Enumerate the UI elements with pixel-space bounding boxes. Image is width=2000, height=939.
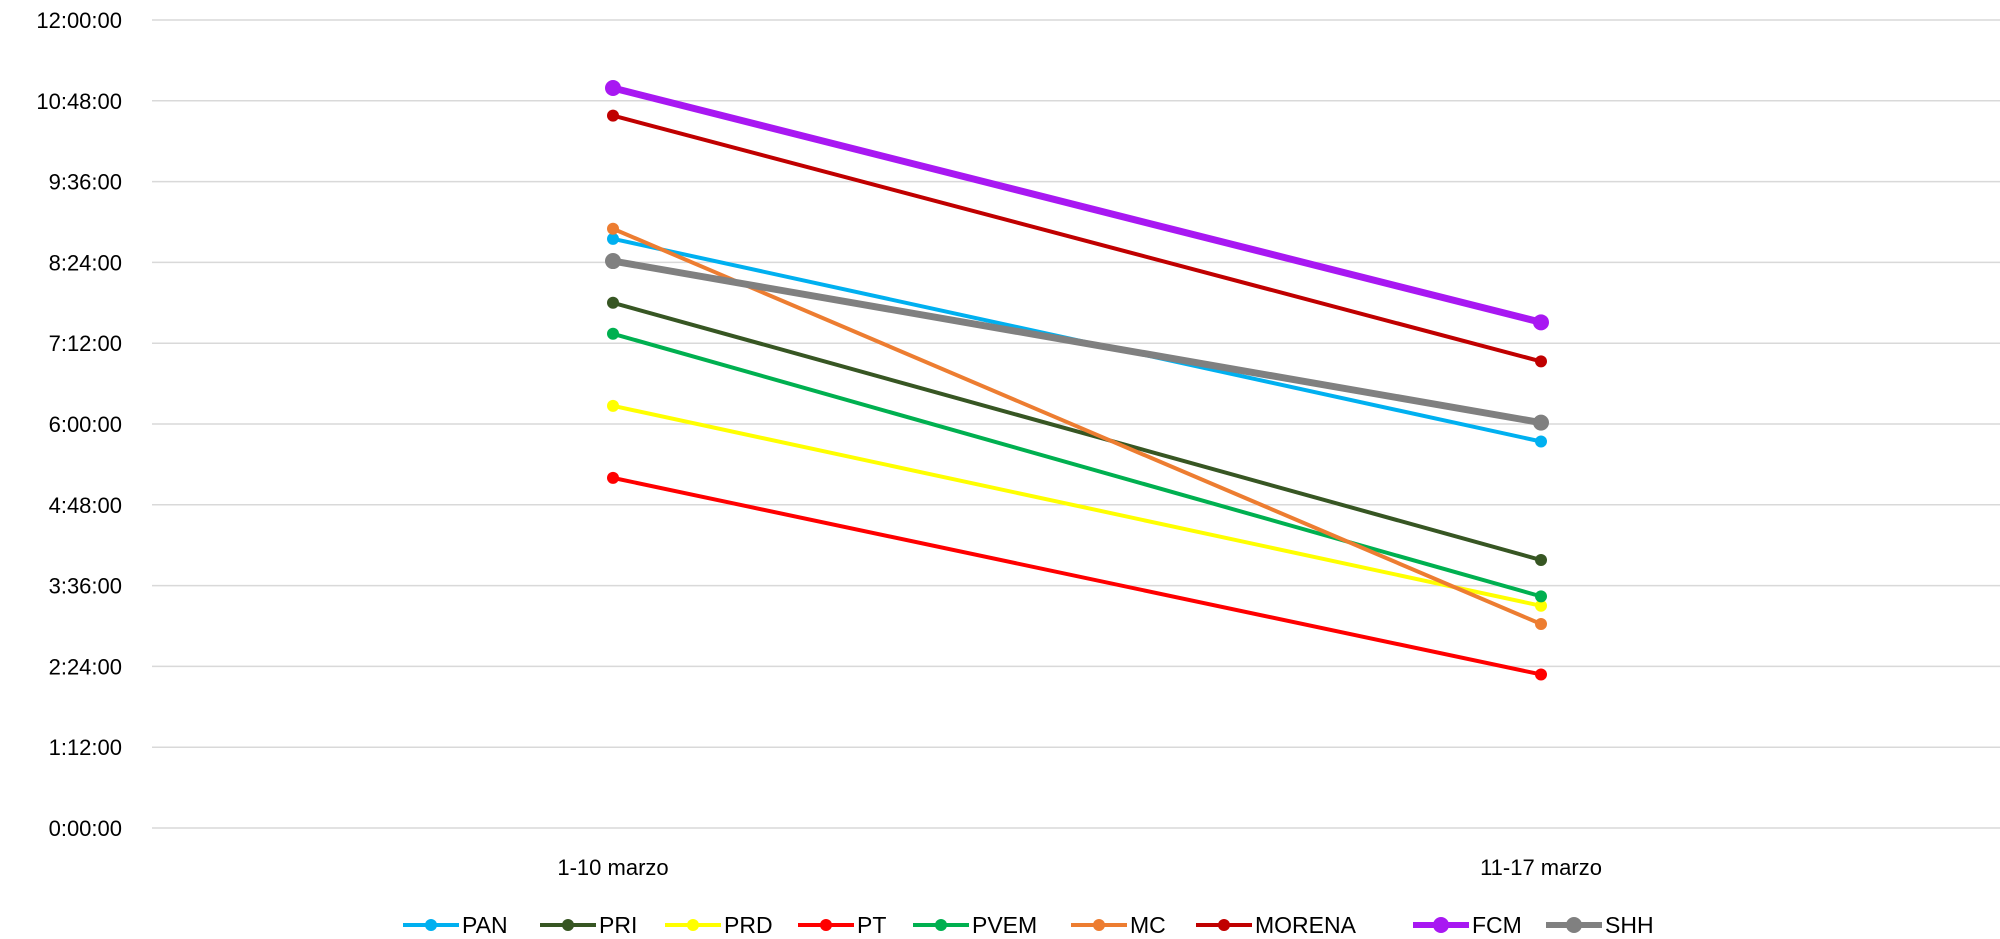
y-tick-label: 10:48:00 [36,89,122,114]
y-tick-label: 9:36:00 [49,170,122,195]
series-line [611,403,1543,608]
series-pt [607,471,1547,681]
legend-label: MORENA [1255,912,1357,938]
legend-marker [425,919,437,931]
y-tick-label: 6:00:00 [49,412,122,437]
legend-label: SHH [1605,912,1654,938]
legend-label: PRD [724,912,773,938]
legend-marker [687,919,699,931]
data-point [607,222,619,235]
legend-item-mc: MC [1071,912,1166,938]
data-point [1535,617,1547,630]
legend-label: MC [1130,912,1166,938]
y-tick-label: 3:36:00 [49,574,122,599]
series-line [611,226,1543,626]
data-point [1535,554,1547,567]
data-point [1533,414,1549,431]
legend-marker [1218,919,1230,931]
series-morena [607,109,1547,368]
x-tick-label: 11-17 marzo [1480,855,1602,880]
legend: PAN PRI PRD PT PVEM MC MORENA FCM SHH [403,912,1654,938]
y-tick-label: 7:12:00 [49,331,122,356]
data-point [605,80,621,97]
series-line [611,300,1543,563]
y-axis-tick-labels: 0:00:00 1:12:00 2:24:00 3:36:00 4:48:00 6:00:… [36,8,122,841]
legend-item-pan: PAN [403,912,508,938]
legend-marker [1433,917,1449,933]
x-axis-tick-labels: 1-10 marzo 11-17 marzo [557,855,1602,880]
legend-item-shh: SHH [1546,912,1654,938]
legend-label: PT [857,912,886,938]
series-line [611,475,1543,677]
legend-marker [562,919,574,931]
data-point [1535,599,1547,612]
series-shh [605,253,1549,431]
legend-item-pvem: PVEM [913,912,1037,938]
legend-marker [1093,919,1105,931]
series-line [611,113,1543,364]
series-lines [605,80,1549,681]
legend-marker [1566,917,1582,933]
data-point [607,471,619,484]
data-point [607,296,619,309]
series-prd [607,399,1547,612]
legend-label: FCM [1472,912,1522,938]
data-point [607,327,619,340]
data-point [607,232,619,245]
y-tick-label: 2:24:00 [49,654,122,679]
series-line [611,331,1543,599]
y-tick-label: 0:00:00 [49,816,122,841]
legend-marker [820,919,832,931]
data-point [1535,435,1547,448]
y-tick-label: 12:00:00 [36,8,122,33]
x-tick-label: 1-10 marzo [557,855,668,880]
data-point [1535,668,1547,681]
series-pvem [607,327,1547,603]
data-point [605,253,621,270]
y-tick-label: 4:48:00 [49,493,122,518]
data-point [607,399,619,412]
data-point [1535,590,1547,603]
legend-item-morena: MORENA [1196,912,1357,938]
series-fcm [605,80,1549,331]
series-line [609,84,1545,326]
legend-item-pt: PT [798,912,886,938]
y-tick-label: 8:24:00 [49,250,122,275]
series-mc [607,222,1547,630]
data-point [1533,314,1549,331]
legend-marker [935,919,947,931]
series-line [609,257,1545,427]
series-pri [607,296,1547,567]
data-point [607,109,619,122]
legend-label: PRI [599,912,637,938]
data-point [1535,355,1547,368]
legend-item-fcm: FCM [1413,912,1522,938]
y-tick-label: 1:12:00 [49,735,122,760]
legend-label: PVEM [972,912,1037,938]
legend-label: PAN [462,912,508,938]
legend-item-pri: PRI [540,912,637,938]
legend-item-prd: PRD [665,912,773,938]
